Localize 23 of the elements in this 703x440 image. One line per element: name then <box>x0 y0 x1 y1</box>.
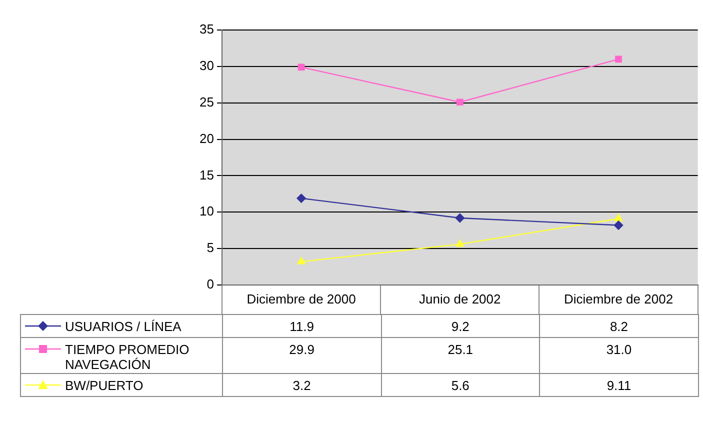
y-tick-label: 0 <box>206 276 214 292</box>
legend-label: BW/PUERTO <box>65 378 144 393</box>
y-tick-label: 30 <box>200 58 214 74</box>
data-label: 3.2 <box>222 373 382 397</box>
legend-label: USUARIOS / LÍNEA <box>65 319 182 334</box>
y-tick-label: 5 <box>206 240 214 256</box>
y-tick-label: 35 <box>200 22 214 37</box>
x-tick-label: Diciembre de 2000 <box>246 291 356 306</box>
legend-label: TIEMPO PROMEDIO NAVEGACIÓN <box>65 342 190 372</box>
data-label: 5.6 <box>380 373 540 397</box>
data-label: 31.0 <box>539 337 699 374</box>
y-tick-label: 10 <box>200 204 214 219</box>
y-tick-label: 25 <box>200 94 214 110</box>
data-label: 11.9 <box>222 314 382 338</box>
data-label: 25.1 <box>380 337 540 374</box>
data-label: 29.9 <box>222 337 382 374</box>
data-label: 9.2 <box>380 314 540 338</box>
y-tick-label: 20 <box>200 130 214 146</box>
y-tick-label: 15 <box>200 167 214 182</box>
data-label: 9.11 <box>539 373 699 397</box>
x-tick-label: Diciembre de 2002 <box>564 291 674 306</box>
x-tick-label: Junio de 2002 <box>419 291 501 306</box>
data-label: 8.2 <box>539 314 699 338</box>
